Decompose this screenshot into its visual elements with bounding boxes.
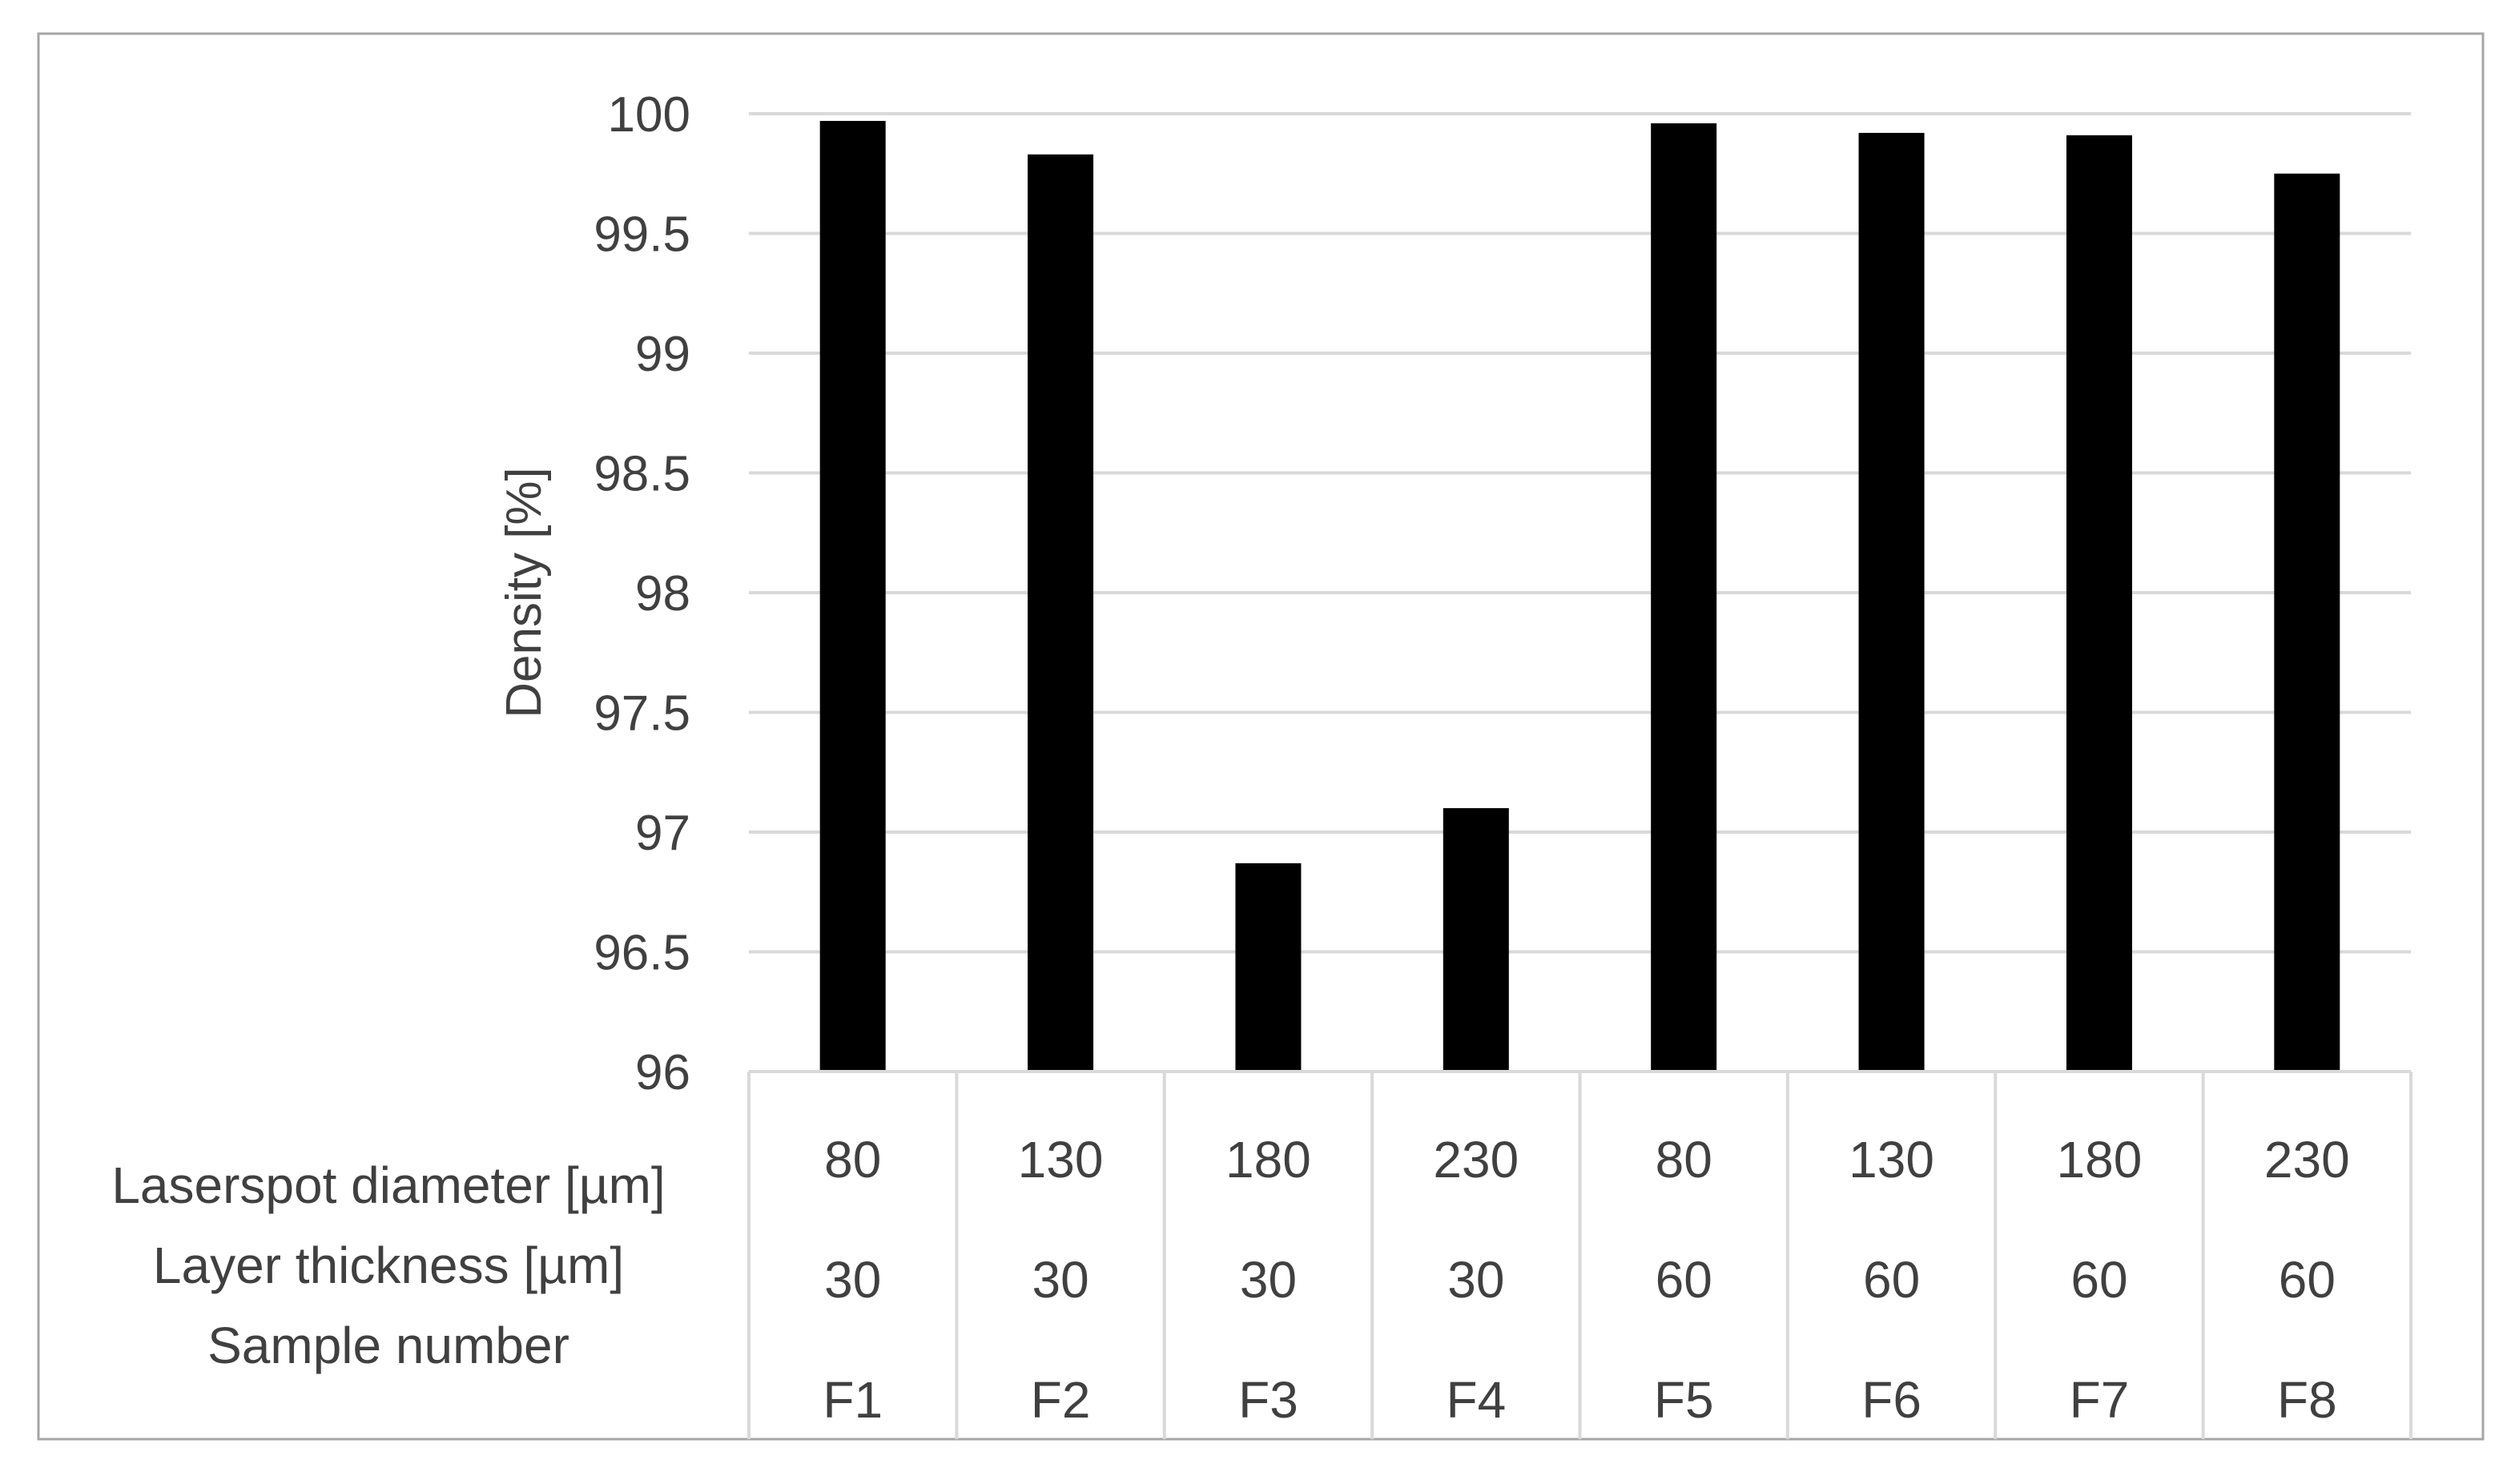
table-cell: 130 <box>1849 1131 1934 1188</box>
table-row-label: Laserspot diameter [µm] <box>111 1156 665 1214</box>
table-cell: 80 <box>824 1131 881 1188</box>
bar-f3 <box>1235 863 1302 1072</box>
table-cell: 60 <box>2279 1251 2336 1309</box>
gridlines <box>749 112 2411 954</box>
y-tick-label: 97.5 <box>594 686 690 742</box>
table-cell: F1 <box>823 1371 883 1429</box>
table-cell: F2 <box>1031 1371 1091 1429</box>
table-cell: F6 <box>1861 1371 1921 1429</box>
table-cell: 180 <box>2057 1131 2143 1188</box>
y-tick-label: 98.5 <box>594 447 690 502</box>
table-cell: 30 <box>1032 1251 1088 1309</box>
y-tick-label: 100 <box>608 87 690 143</box>
bar-f8 <box>2274 173 2340 1072</box>
table-cell: F5 <box>1654 1371 1714 1429</box>
table-cell: 30 <box>1447 1251 1504 1309</box>
table-cell: 60 <box>1863 1251 1920 1309</box>
table-row-labels: Laserspot diameter [µm] Layer thickness [… <box>111 1156 665 1374</box>
bar-f6 <box>1858 132 1925 1072</box>
y-tick-label: 96.5 <box>594 926 690 981</box>
y-axis-title: Density [%] <box>497 467 552 718</box>
bar-f7 <box>2066 135 2132 1072</box>
bar-f4 <box>1443 808 1509 1072</box>
table-cell: 230 <box>1433 1131 1519 1188</box>
y-tick-labels: 96 96.5 97 97.5 98 98.5 99 99.5 100 <box>594 87 690 1100</box>
y-tick-label: 97 <box>635 806 690 861</box>
table-cell: F4 <box>1446 1371 1506 1429</box>
table-cell: 60 <box>1656 1251 1712 1309</box>
y-tick-label: 98 <box>635 566 690 621</box>
table-row-label: Sample number <box>207 1317 569 1374</box>
table-cell: F7 <box>2070 1371 2130 1429</box>
table-cell: 130 <box>1018 1131 1104 1188</box>
table-cell: 30 <box>1240 1251 1297 1309</box>
table-row-label: Layer thickness [µm] <box>153 1237 624 1294</box>
y-tick-label: 99 <box>635 327 690 382</box>
bar-f2 <box>1028 154 1094 1072</box>
table-cell: 30 <box>824 1251 881 1309</box>
table-cell: 60 <box>2070 1251 2127 1309</box>
table-cell: F3 <box>1238 1371 1298 1429</box>
bar-f1 <box>819 120 886 1072</box>
data-table: 80 130 180 230 80 130 180 230 30 30 30 30 60 60 60 60 F1… <box>747 1070 2412 1439</box>
table-cell: 230 <box>2264 1131 2350 1188</box>
bar-f5 <box>1651 123 1717 1072</box>
table-cell: F8 <box>2277 1371 2337 1429</box>
bars <box>819 120 2340 1072</box>
table-cell: 180 <box>1225 1131 1311 1188</box>
chart-frame <box>37 32 2485 1441</box>
y-tick-label: 96 <box>635 1045 690 1100</box>
y-tick-label: 99.5 <box>594 207 690 263</box>
table-cell: 80 <box>1656 1131 1712 1188</box>
